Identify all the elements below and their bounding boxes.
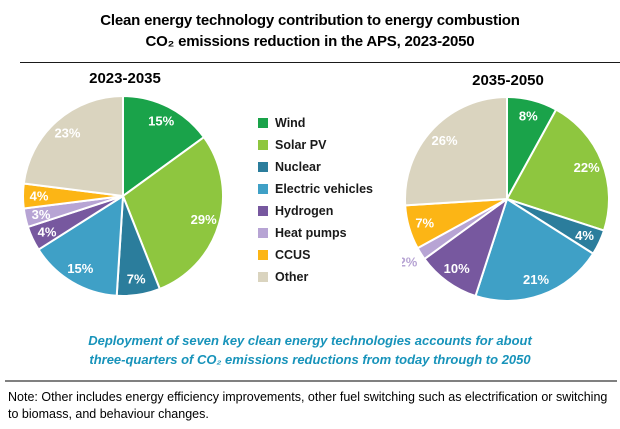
- legend-label-nuclear: Nuclear: [275, 160, 321, 174]
- pie-slice-label-electric-vehicles: 15%: [67, 261, 93, 276]
- footnote: Note: Other includes energy efficiency i…: [8, 390, 608, 421]
- pie-title-2023-2035: 2023-2035: [89, 70, 161, 87]
- legend-swatch-ccus: [258, 250, 268, 260]
- pie-slice-label-solar-pv: 22%: [574, 160, 600, 175]
- legend-label-other: Other: [275, 270, 309, 284]
- chart-title-line2: CO₂ emissions reduction in the APS, 2023…: [145, 33, 475, 50]
- pie-title-2035-2050: 2035-2050: [472, 72, 544, 89]
- pie-slice-label-heat-pumps: 3%: [32, 207, 51, 222]
- title-divider: [20, 62, 620, 63]
- pie-slice-label-electric-vehicles: 21%: [523, 272, 549, 287]
- caption-line2: three-quarters of CO₂ emissions reductio…: [89, 352, 531, 367]
- legend-label-wind: Wind: [275, 116, 306, 130]
- legend-label-heat-pumps: Heat pumps: [275, 226, 347, 240]
- legend-item-wind: Wind: [258, 116, 373, 130]
- legend-swatch-electric-vehicles: [258, 184, 268, 194]
- legend-swatch-wind: [258, 118, 268, 128]
- legend-label-electric-vehicles: Electric vehicles: [275, 182, 373, 196]
- chart-title-line1: Clean energy technology contribution to …: [100, 12, 520, 29]
- pie-slice-wind: [122, 95, 205, 197]
- caption-line1: Deployment of seven key clean energy tec…: [88, 333, 532, 348]
- legend-swatch-solar-pv: [258, 140, 268, 150]
- pie-slice-solar-pv: [506, 108, 610, 232]
- legend-item-hydrogen: Hydrogen: [258, 204, 373, 218]
- pie-slice-label-nuclear: 4%: [575, 228, 594, 243]
- legend-item-ccus: CCUS: [258, 248, 373, 262]
- legend-item-other: Other: [258, 270, 373, 284]
- legend-item-solar-pv: Solar PV: [258, 138, 373, 152]
- pie-slice-label-other: 26%: [432, 133, 458, 148]
- legend-item-nuclear: Nuclear: [258, 160, 373, 174]
- pie-slice-electric-vehicles: [474, 198, 595, 302]
- pie-slice-electric-vehicles: [37, 195, 124, 297]
- legend-label-ccus: CCUS: [275, 248, 311, 262]
- pie-slice-label-hydrogen: 4%: [38, 224, 57, 239]
- legend-label-solar-pv: Solar PV: [275, 138, 327, 152]
- pie-slice-label-nuclear: 7%: [127, 271, 146, 286]
- chart-title: Clean energy technology contribution to …: [0, 10, 620, 52]
- legend-swatch-hydrogen: [258, 206, 268, 216]
- note-divider: [5, 380, 617, 382]
- key-message-caption: Deployment of seven key clean energy tec…: [0, 331, 620, 369]
- legend-item-heat-pumps: Heat pumps: [258, 226, 373, 240]
- pie-slice-label-ccus: 4%: [30, 189, 49, 204]
- pie-slice-label-other: 23%: [54, 125, 80, 140]
- pie-slice-solar-pv: [122, 136, 224, 290]
- pie-slice-label-ccus: 7%: [415, 215, 434, 230]
- legend-item-electric-vehicles: Electric vehicles: [258, 182, 373, 196]
- legend-swatch-other: [258, 272, 268, 282]
- pie-slice-label-wind: 15%: [148, 114, 174, 129]
- legend-swatch-heat-pumps: [258, 228, 268, 238]
- pie-slice-label-solar-pv: 29%: [191, 212, 217, 227]
- legend: Wind Solar PV Nuclear Electric vehicles Hydr…: [258, 116, 373, 284]
- pie-slice-other: [404, 96, 508, 207]
- pie-slice-label-hydrogen: 10%: [444, 261, 470, 276]
- pie-slice-label-heat-pumps: 2%: [402, 254, 418, 269]
- pie-chart-2023-2035: 15% 29% 7% 15% 4% 3% 4% 23%: [22, 95, 224, 297]
- pie-slice-other: [22, 95, 124, 197]
- pie-slice-label-wind: 8%: [519, 109, 538, 124]
- legend-swatch-nuclear: [258, 162, 268, 172]
- pie-chart-2035-2050: 8% 22% 4% 21% 10% 2% 7% 26%: [402, 96, 610, 302]
- legend-label-hydrogen: Hydrogen: [275, 204, 334, 218]
